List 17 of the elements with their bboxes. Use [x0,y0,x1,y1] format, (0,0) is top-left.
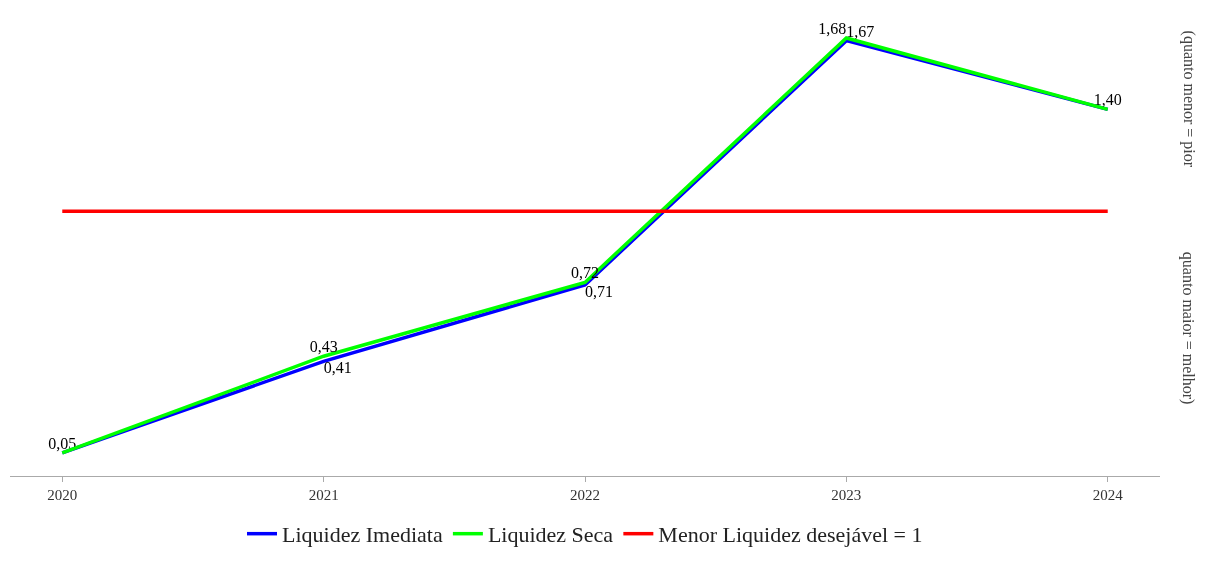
data-label: 1,68 [818,20,847,38]
x-tick-label: 2023 [831,487,862,503]
annotation: quanto maior = melhor) [1179,251,1198,405]
x-tick-label: 2020 [47,487,78,503]
legend-label: Menor Liquidez desejável = 1 [658,522,923,548]
x-tick-label: 2021 [308,487,339,503]
x-tick-label: 2022 [570,487,600,503]
data-label: 1,67 [846,22,875,40]
x-tick-label: 2024 [1092,487,1124,503]
legend-label: Liquidez Imediata [282,522,443,548]
data-label: 1,40 [1093,91,1122,109]
annotation: (quanto menor = pior [1180,30,1199,168]
legend-label: Liquidez Seca [487,522,614,548]
data-label: 0,05 [48,434,77,452]
data-label: 0,71 [585,282,613,300]
data-label: 0,41 [323,359,352,377]
data-label: 0,43 [309,338,338,356]
